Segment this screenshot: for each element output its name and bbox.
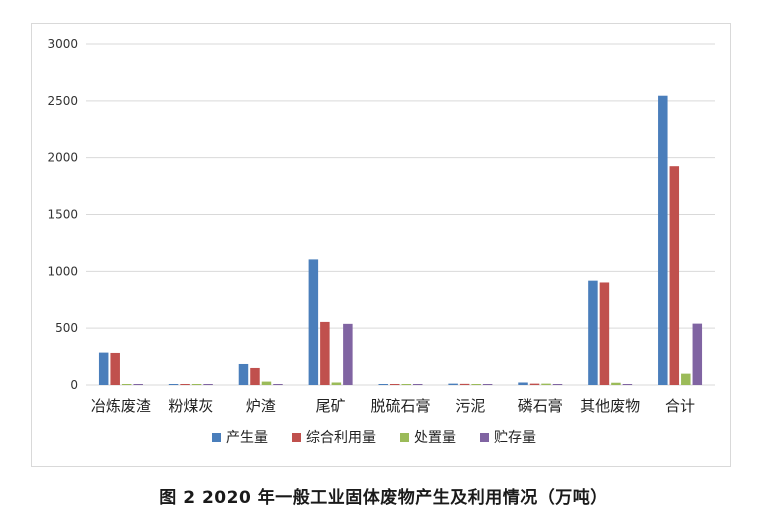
y-tick-label: 3000 [47,37,78,51]
legend-label: 综合利用量 [306,430,376,446]
bar [658,95,668,386]
figure-caption: 图 2 2020 年一般工业固体废物产生及利用情况（万吨） [159,488,608,508]
legend-label: 贮存量 [494,430,536,446]
bar [413,384,423,385]
bar [320,321,330,385]
bar [471,384,481,385]
legend-label: 产生量 [226,430,268,446]
legend-swatch [212,433,221,442]
category-label: 尾矿 [316,397,346,415]
bar [343,323,353,385]
bar [180,384,190,385]
grid-lines [86,43,715,386]
bar [482,384,493,385]
y-tick-label: 0 [70,378,78,392]
category-label: 冶炼废渣 [91,397,151,415]
bar [110,352,120,385]
bar [191,384,202,385]
bar [552,384,563,385]
category-label: 其他废物 [580,397,640,415]
bar [692,323,703,385]
y-tick-label: 2000 [47,151,78,165]
category-label: 合计 [665,397,695,415]
category-label: 炉渣 [246,397,276,415]
bars [98,95,703,386]
legend: 产生量 综合利用量 处置量 贮存量 [212,430,536,446]
bar [168,384,179,385]
bar [378,384,388,385]
bar [308,259,319,385]
bar [448,383,458,385]
bar [250,367,260,385]
legend-label: 处置量 [414,430,456,446]
bar-chart: 0 500 1000 1500 2000 2500 3000 冶炼废渣 粉煤灰 炉渣 尾矿 脱硫石膏… [47,37,715,446]
bar [331,382,342,385]
bar [261,381,272,385]
y-axis-tick-labels: 0 500 1000 1500 2000 2500 3000 [47,37,78,392]
bar [669,166,680,385]
y-tick-label: 1500 [47,208,78,222]
category-label: 粉煤灰 [168,397,213,415]
bar [459,383,470,385]
legend-swatch [400,433,409,442]
legend-swatch [292,433,301,442]
bar [121,384,132,385]
bar [622,384,633,385]
legend-swatch [480,433,489,442]
y-tick-label: 500 [55,321,78,335]
bar [133,384,143,385]
bar [611,382,621,385]
bar [273,384,283,385]
bar [588,280,598,385]
x-axis-category-labels: 冶炼废渣 粉煤灰 炉渣 尾矿 脱硫石膏 污泥 磷石膏 其他废物 合计 [91,397,695,415]
bar [599,282,610,385]
category-label: 污泥 [455,397,485,415]
bar [98,352,109,385]
category-label: 磷石膏 [518,397,563,415]
y-tick-label: 2500 [47,94,78,108]
bar [541,383,551,385]
category-label: 脱硫石膏 [370,397,430,415]
bar [203,384,213,385]
bar [238,363,249,385]
bar [681,373,691,385]
bar [390,384,400,385]
bar [401,384,411,385]
bar [529,383,540,385]
bar [518,382,528,385]
chart-frame: 0 500 1000 1500 2000 2500 3000 冶炼废渣 粉煤灰 炉渣 尾矿 脱硫石膏… [31,23,731,467]
y-tick-label: 1000 [47,264,78,278]
